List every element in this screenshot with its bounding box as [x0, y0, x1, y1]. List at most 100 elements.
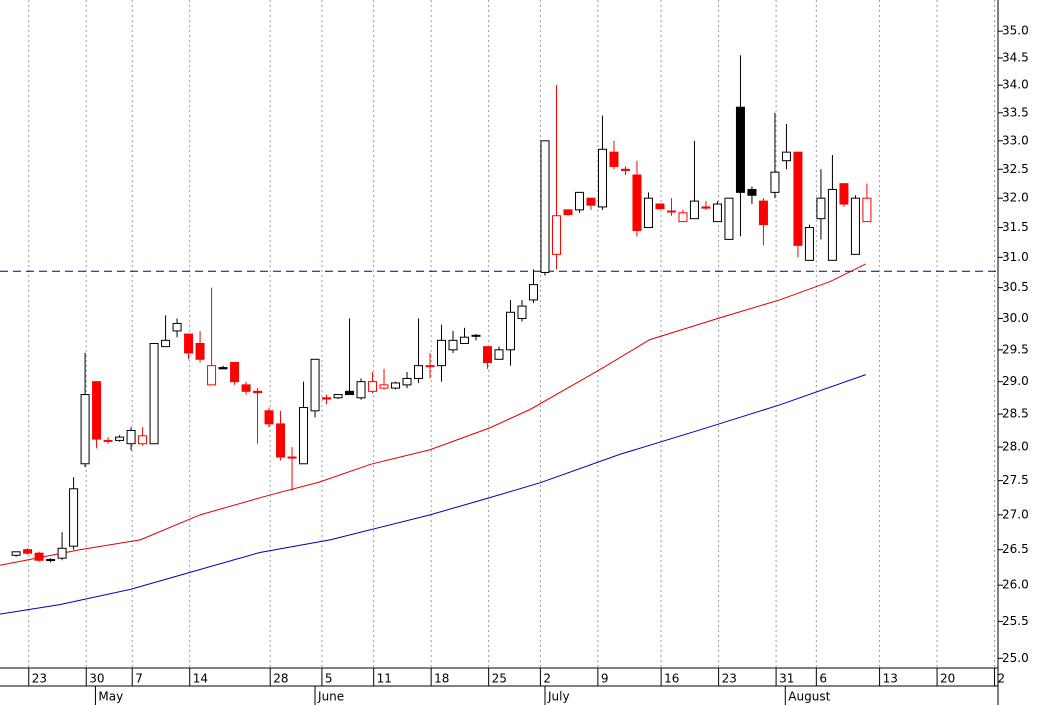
x-tick-label: 2: [543, 672, 551, 686]
candle-body: [712, 203, 722, 223]
candle-body: [333, 394, 343, 399]
candle-body: [827, 188, 837, 261]
candle-body: [287, 456, 297, 459]
y-tick-label: 29.0: [1002, 374, 1029, 388]
y-tick-label: 29.5: [1002, 342, 1029, 356]
candle-body: [666, 210, 676, 213]
y-tick-label: 30.5: [1002, 280, 1029, 294]
x-tick-label: 31: [779, 672, 794, 686]
candle-body: [115, 436, 125, 441]
candle-body: [402, 377, 412, 386]
candle-body: [563, 209, 573, 216]
x-tick-label: 11: [377, 672, 392, 686]
month-label: June: [317, 690, 344, 704]
candle-body: [471, 334, 481, 337]
x-tick-label: 18: [434, 672, 449, 686]
candle-body: [241, 384, 251, 392]
x-tick-label: 23: [32, 672, 47, 686]
candle-body: [379, 384, 389, 389]
y-tick-label: 32.0: [1002, 191, 1029, 205]
candle-body: [839, 183, 849, 205]
candle-body: [620, 168, 630, 171]
candle-body: [735, 106, 745, 193]
candle-body: [770, 171, 780, 193]
candle-body: [448, 339, 458, 351]
candle-body: [528, 284, 538, 301]
candle-body: [540, 140, 550, 273]
candle-body: [517, 305, 527, 319]
x-tick-label: 14: [193, 672, 208, 686]
moving-average: [0, 263, 866, 566]
x-tick-label: 5: [325, 672, 333, 686]
candle-body: [149, 342, 159, 445]
y-tick-label: 31.5: [1002, 220, 1029, 234]
candle-body: [161, 339, 171, 348]
candle-body: [632, 174, 642, 231]
y-tick-label: 25.0: [1002, 651, 1029, 665]
candle-body: [655, 203, 665, 210]
y-tick-label: 33.5: [1002, 105, 1029, 119]
candle-body: [460, 336, 470, 344]
candle-body: [643, 197, 653, 229]
y-tick-label: 26.0: [1002, 578, 1029, 592]
candle-body: [230, 361, 240, 383]
y-tick-label: 34.5: [1002, 50, 1029, 64]
candle-body: [574, 191, 584, 211]
candle-body: [804, 227, 814, 261]
y-tick-label: 32.5: [1002, 162, 1029, 176]
candle-body: [299, 407, 309, 465]
y-tick-label: 31.0: [1002, 250, 1029, 264]
candle-body: [781, 151, 791, 162]
candle-body: [437, 339, 447, 367]
x-tick-label: 6: [819, 672, 827, 686]
y-tick-label: 27.0: [1002, 507, 1029, 521]
candle-body: [391, 382, 401, 389]
y-tick-label: 28.5: [1002, 407, 1029, 421]
candle-body: [586, 197, 596, 206]
candle-body: [23, 549, 33, 554]
candle-body: [609, 151, 619, 167]
y-tick-label: 35.0: [1002, 24, 1029, 38]
candle-body: [494, 349, 504, 360]
candle-body: [758, 200, 768, 226]
candle-body: [138, 435, 148, 445]
month-label: July: [547, 690, 570, 704]
candle-body: [310, 358, 320, 412]
candle-body: [34, 552, 44, 561]
candle-body: [793, 151, 803, 246]
candle-body: [816, 197, 826, 220]
x-tick-label: 2: [998, 672, 1006, 686]
candle-body: [345, 390, 355, 396]
y-tick-label: 34.0: [1002, 78, 1029, 92]
y-tick-label: 27.5: [1002, 473, 1029, 487]
x-tick-label: 25: [492, 672, 507, 686]
candle-body: [218, 367, 228, 370]
x-tick-label: 20: [940, 672, 955, 686]
candle-body: [701, 206, 711, 209]
candle-body: [172, 322, 182, 332]
y-tick-label: 28.0: [1002, 440, 1029, 454]
candle-body: [483, 346, 493, 363]
x-tick-label: 28: [273, 672, 288, 686]
candle-body: [551, 215, 561, 255]
month-label: May: [98, 690, 123, 704]
candle-body: [678, 212, 688, 223]
candle-body: [103, 439, 113, 442]
candle-body: [57, 547, 67, 559]
x-tick-label: 16: [664, 672, 679, 686]
candle-body: [414, 365, 424, 379]
candle-body: [425, 365, 435, 368]
x-tick-label: 23: [722, 672, 737, 686]
y-tick-label: 25.5: [1002, 614, 1029, 628]
candle-body: [195, 342, 205, 360]
candle-body: [253, 390, 263, 394]
y-tick-label: 30.0: [1002, 311, 1029, 325]
candle-body: [92, 381, 102, 440]
month-label: August: [788, 690, 830, 704]
candle-body: [505, 311, 515, 351]
y-tick-label: 33.0: [1002, 133, 1029, 147]
candle-body: [689, 200, 699, 220]
candle-body: [724, 197, 734, 240]
